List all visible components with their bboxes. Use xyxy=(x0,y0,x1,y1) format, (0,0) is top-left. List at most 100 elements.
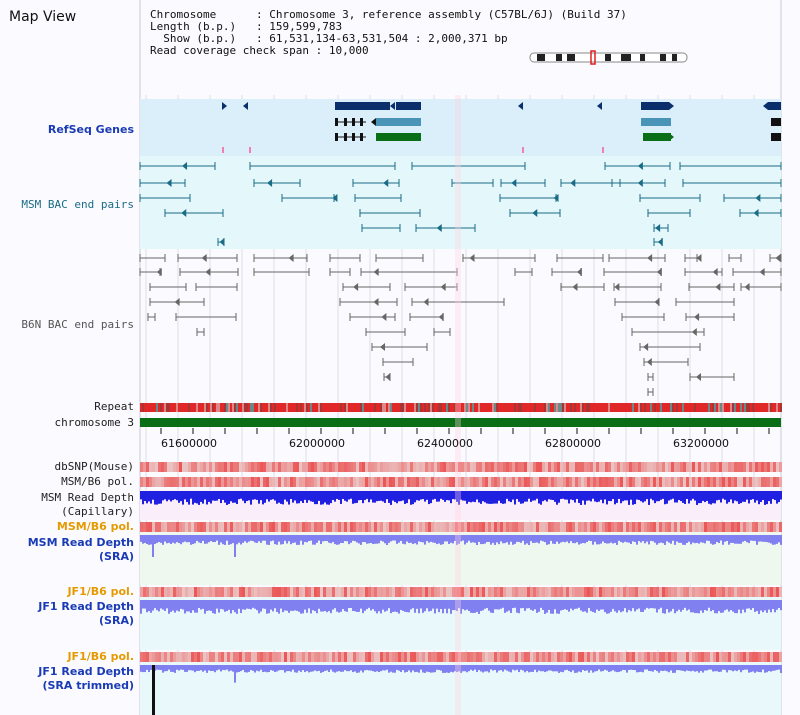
repeat-segment xyxy=(302,403,304,412)
msm-cap-depth-bar xyxy=(644,491,646,502)
msm-sra-depth-bar xyxy=(410,535,412,543)
jf1-sra-depth-bar xyxy=(654,600,656,609)
msm-pol-heat xyxy=(299,477,302,487)
track-label-jf1-depth-trim: JF1 Read Depth xyxy=(38,665,134,678)
msm-sra-depth-bar xyxy=(260,535,262,543)
repeat-segment xyxy=(512,403,514,412)
jf1-pol2-heat xyxy=(713,652,716,662)
msm-pol2-heat xyxy=(713,522,716,532)
gene-arrow xyxy=(371,118,376,126)
msm-cap-depth-bar xyxy=(226,491,228,505)
msm-sra-depth-bar xyxy=(728,535,730,545)
jf1-pol-heat xyxy=(623,587,626,597)
jf1-sra-depth-bar xyxy=(780,600,782,611)
jf1-trim-depth-bar xyxy=(620,665,622,672)
msm-pol2-heat xyxy=(305,522,308,532)
msm-sra-depth-bar xyxy=(366,535,368,544)
dbsnp-heat xyxy=(626,462,629,472)
jf1-pol-heat xyxy=(230,587,233,597)
msm-pol2-heat xyxy=(704,522,707,532)
repeat-segment xyxy=(554,403,556,412)
jf1-trim-depth-bar xyxy=(660,665,662,671)
jf1-sra-depth-bar xyxy=(572,600,574,611)
jf1-trim-depth-bar xyxy=(462,665,464,672)
msm-cap-depth-bar xyxy=(456,491,458,502)
jf1-trim-depth-bar xyxy=(450,665,452,672)
msm-sra-depth-bar xyxy=(536,535,538,543)
jf1-pol-heat xyxy=(629,587,632,597)
msm-pol2-heat xyxy=(386,522,389,532)
dbsnp-heat xyxy=(440,462,443,472)
msm-sra-depth-bar xyxy=(646,535,648,542)
jf1-sra-depth-bar xyxy=(524,600,526,611)
jf1-pol-heat xyxy=(722,587,725,597)
msm-pol2-heat xyxy=(476,522,479,532)
jf1-pol-heat xyxy=(686,587,689,597)
jf1-pol-heat xyxy=(596,587,599,597)
msm-pol-heat xyxy=(167,477,170,487)
repeat-segment xyxy=(442,403,444,412)
jf1-sra-depth-bar xyxy=(328,600,330,612)
msm-cap-depth-bar xyxy=(366,491,368,499)
msm-cap-depth-bar xyxy=(210,491,212,504)
msm-pol-heat xyxy=(200,477,203,487)
jf1-pol-heat xyxy=(197,587,200,597)
dbsnp-heat xyxy=(611,462,614,472)
dbsnp-heat xyxy=(776,462,779,472)
msm-cap-depth-bar xyxy=(166,491,168,502)
jf1-pol2-heat xyxy=(296,652,299,662)
dbsnp-heat xyxy=(356,462,359,472)
jf1-sra-depth-bar xyxy=(508,600,510,611)
dbsnp-heat xyxy=(677,462,680,472)
jf1-pol2-heat xyxy=(518,652,521,662)
msm-cap-depth-bar xyxy=(696,491,698,505)
msm-pol2-heat xyxy=(671,522,674,532)
jf1-sra-depth-bar xyxy=(762,600,764,613)
msm-pol-heat xyxy=(491,477,494,487)
repeat-segment xyxy=(754,403,756,412)
repeat-segment xyxy=(736,403,738,412)
msm-pol2-heat xyxy=(521,522,524,532)
jf1-trim-depth-bar xyxy=(404,665,406,673)
gene-arrow xyxy=(243,102,248,110)
msm-pol2-heat xyxy=(506,522,509,532)
jf1-trim-depth-bar xyxy=(514,665,516,671)
jf1-pol-heat xyxy=(266,587,269,597)
msm-sra-depth-bar xyxy=(508,535,510,545)
msm-cap-depth-bar xyxy=(294,491,296,501)
msm-cap-depth-bar xyxy=(580,491,582,505)
msm-pol-heat xyxy=(374,477,377,487)
jf1-pol2-heat xyxy=(410,652,413,662)
jf1-trim-depth-bar xyxy=(216,665,218,671)
jf1-trim-depth-bar xyxy=(520,665,522,670)
jf1-sra-depth-bar xyxy=(764,600,766,611)
jf1-trim-depth-bar xyxy=(740,665,742,673)
jf1-sra-depth-bar xyxy=(776,600,778,610)
jf1-trim-depth-bar xyxy=(468,665,470,672)
msm-cap-depth-bar xyxy=(344,491,346,501)
jf1-sra-depth-bar xyxy=(552,600,554,614)
jf1-pol-heat xyxy=(506,587,509,597)
msm-cap-depth-bar xyxy=(162,491,164,501)
dbsnp-heat xyxy=(668,462,671,472)
jf1-pol-heat xyxy=(746,587,749,597)
msm-sra-depth-bar xyxy=(236,535,238,545)
msm-sra-depth-bar xyxy=(386,535,388,545)
msm-pol-heat xyxy=(536,477,539,487)
msm-cap-depth-bar xyxy=(530,491,532,502)
jf1-pol2-heat xyxy=(710,652,713,662)
jf1-pol2-heat xyxy=(626,652,629,662)
jf1-trim-depth-bar xyxy=(518,665,520,673)
jf1-sra-depth-bar xyxy=(224,600,226,612)
repeat-segment xyxy=(306,403,308,412)
msm-cap-depth-bar xyxy=(546,491,548,502)
dbsnp-heat xyxy=(728,462,731,472)
dbsnp-heat xyxy=(320,462,323,472)
jf1-sra-depth-bar xyxy=(526,600,528,609)
msm-sra-depth-bar xyxy=(594,535,596,542)
jf1-pol-heat xyxy=(509,587,512,597)
b6n-bac-pair-arrow xyxy=(646,358,652,366)
jf1-sra-depth-bar xyxy=(568,600,570,612)
msm-cap-depth-bar xyxy=(614,491,616,505)
